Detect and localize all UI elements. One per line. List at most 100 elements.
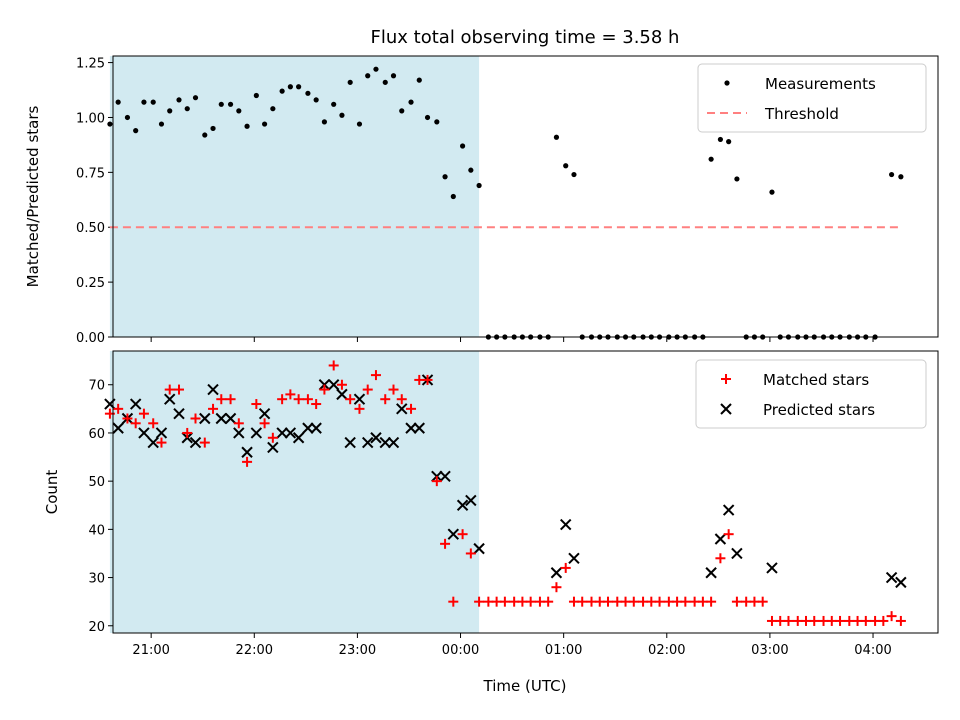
matched-star-point	[233, 418, 244, 429]
x-stroke	[370, 432, 382, 444]
counts-panel-frame	[112, 350, 939, 634]
matched-star-point	[499, 596, 510, 607]
x-axis-label: Time (UTC)	[483, 677, 567, 695]
predicted-star-point	[147, 436, 159, 449]
predicted-star-point	[714, 533, 727, 545]
predicted-star-point	[215, 412, 227, 425]
legend-marker-predicted	[720, 403, 732, 415]
measurement-point	[708, 156, 714, 162]
x-stroke	[155, 427, 168, 439]
x-stroke	[250, 427, 263, 439]
predicted-star-point	[550, 567, 563, 579]
x-tick-label: 23:00	[339, 643, 376, 658]
measurement-point	[726, 139, 732, 145]
x-stroke	[207, 383, 219, 396]
matched-star-point	[122, 413, 133, 424]
x-stroke	[241, 446, 253, 458]
counts-legend: Matched stars Predicted stars	[695, 359, 927, 429]
x-stroke	[267, 441, 279, 454]
matched-star-point	[406, 403, 417, 414]
predicted-star-point	[199, 412, 211, 425]
measurement-point	[898, 174, 904, 180]
measurement-point	[253, 92, 259, 99]
measurement-point	[382, 79, 388, 85]
predicted-star-point	[267, 441, 279, 454]
counts-axis-ticks: 20 30 40 50 60 70 21:00 22:00 23:00 00:00 01:00 02:…	[88, 379, 891, 658]
matched-star-point	[225, 394, 236, 405]
x-stroke	[705, 567, 717, 579]
x-stroke	[568, 552, 580, 564]
measurement-point	[442, 174, 448, 180]
matched-star-point	[783, 615, 794, 626]
x-tick-label: 00:00	[442, 643, 479, 658]
measurement-point	[296, 84, 302, 90]
x-tick-label: 21:00	[132, 643, 169, 658]
measurement-point	[192, 95, 199, 101]
predicted-star-point	[233, 427, 245, 439]
x-stroke	[276, 427, 288, 439]
predicted-star-point	[189, 436, 202, 449]
predicted-star-points	[104, 374, 907, 589]
measurement-point	[150, 99, 156, 105]
measurement-point	[244, 123, 250, 129]
predicted-star-point	[722, 504, 735, 516]
matched-star-point	[878, 615, 889, 626]
observing-window-shade	[109, 56, 480, 337]
matched-star-point	[680, 596, 691, 607]
matched-star-point	[354, 403, 365, 414]
predicted-star-point	[276, 427, 288, 439]
x-tick-label: 01:00	[545, 643, 582, 658]
measurement-point	[279, 88, 285, 94]
matched-star-point	[431, 476, 442, 487]
matched-star-point	[251, 399, 262, 410]
y-tick-label: 20	[88, 620, 105, 635]
predicted-star-point	[207, 383, 219, 396]
predicted-star-point	[129, 398, 142, 410]
measurement-point	[408, 99, 414, 105]
x-stroke	[138, 427, 150, 439]
predicted-star-point	[473, 542, 485, 555]
x-stroke	[224, 412, 237, 425]
matched-star-point	[440, 538, 451, 549]
predicted-star-point	[284, 427, 297, 439]
y-tick-label: 60	[88, 427, 105, 442]
x-stroke	[413, 422, 425, 434]
matched-star-point	[886, 611, 897, 622]
x-stroke	[379, 436, 391, 449]
matched-star-point	[448, 596, 459, 607]
matched-star-point	[422, 374, 433, 385]
measurement-point	[270, 106, 276, 112]
predicted-star-point	[336, 388, 348, 401]
matched-star-point	[336, 379, 347, 390]
predicted-star-point	[370, 432, 382, 444]
x-tick-label: 04:00	[854, 643, 891, 658]
measurement-point	[888, 171, 895, 178]
matched-star-point	[551, 582, 562, 593]
predicted-star-point	[241, 446, 253, 458]
measurement-point	[331, 101, 337, 107]
matched-star-point	[577, 596, 588, 607]
counts-y-axis-label: Count	[43, 470, 61, 515]
measurement-point	[373, 66, 379, 72]
x-stroke	[233, 427, 245, 439]
measurement-point	[468, 167, 474, 173]
matched-star-point	[895, 615, 906, 626]
measurement-point	[321, 119, 328, 125]
matched-star-point	[396, 394, 407, 405]
ratio-panel-frame	[112, 55, 939, 338]
predicted-star-point	[292, 432, 305, 444]
ratio-panel: 0.00 0.25 0.50 0.75 1.00 1.25 Matched/Predict…	[24, 55, 939, 346]
measurement-point	[476, 182, 482, 189]
predicted-star-point	[164, 393, 176, 405]
matched-star-point	[465, 548, 476, 559]
matched-star-point	[182, 427, 193, 438]
x-stroke	[396, 403, 408, 415]
predicted-star-point	[705, 567, 717, 579]
predicted-star-point	[447, 528, 460, 540]
predicted-star-point	[387, 436, 400, 449]
measurement-point	[424, 114, 431, 121]
matched-star-point	[164, 384, 175, 395]
matched-star-point	[860, 615, 871, 626]
measurement-point	[563, 163, 569, 169]
matched-star-point	[216, 394, 227, 405]
